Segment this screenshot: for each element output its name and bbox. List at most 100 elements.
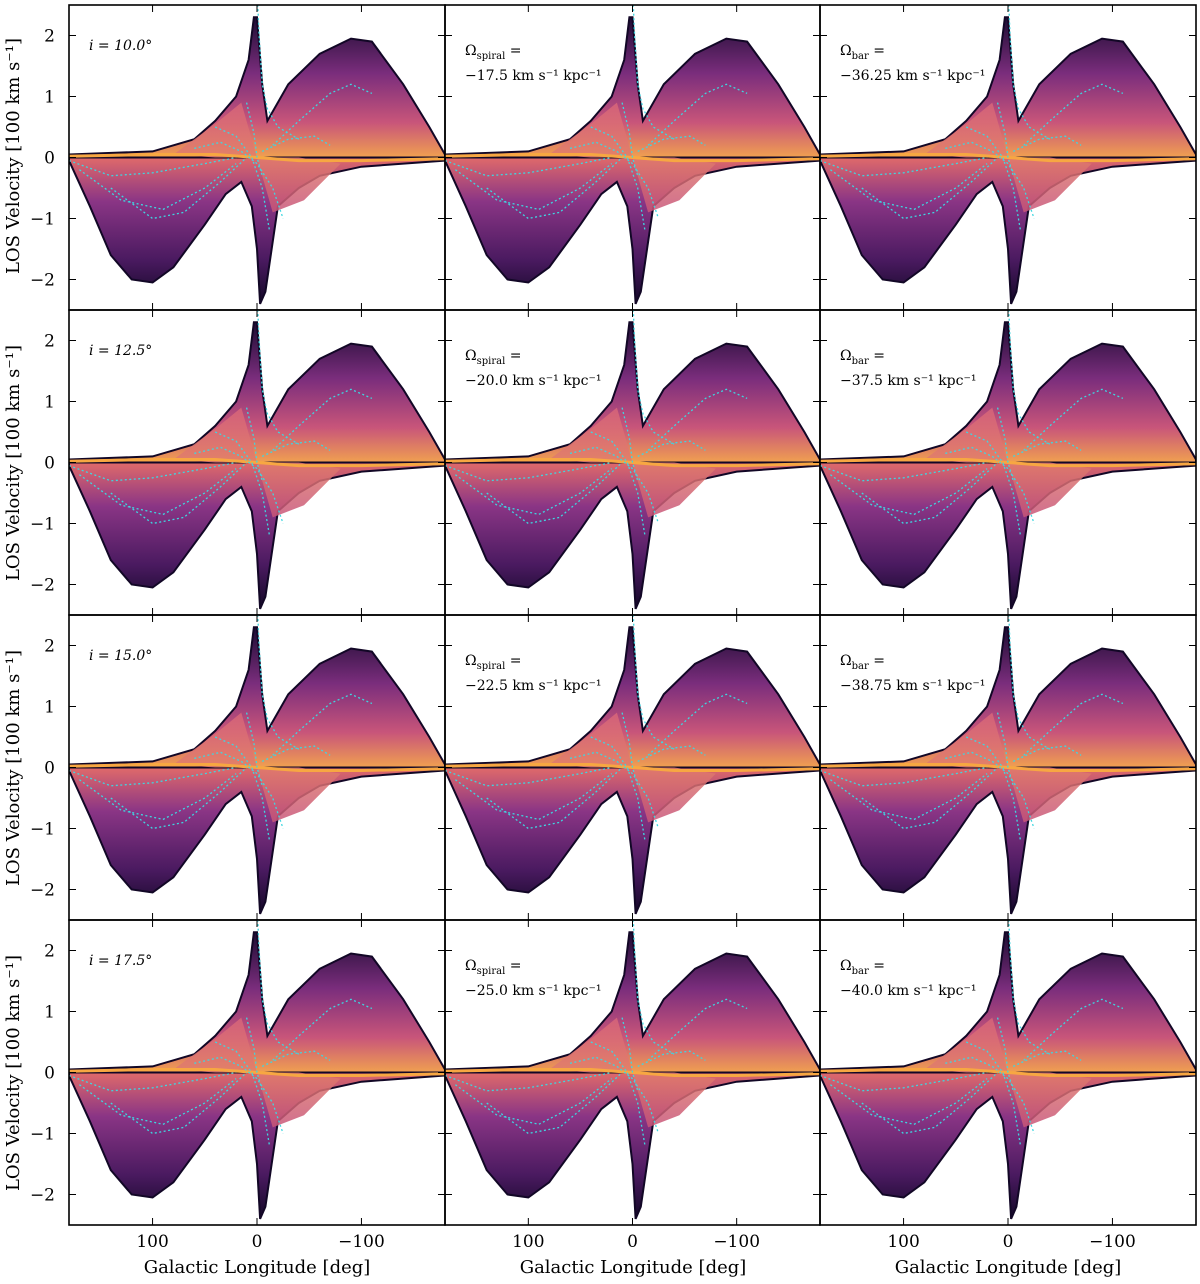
guide-curve xyxy=(455,773,613,821)
guide-curve xyxy=(455,1078,613,1125)
density-map xyxy=(820,920,1196,1220)
density-lower-lobe xyxy=(445,461,820,610)
guide-curve xyxy=(455,163,613,211)
guide-curve xyxy=(1008,5,1051,140)
spiral-pattern-speed-value: −20.0 km s⁻¹ kpc⁻¹ xyxy=(465,373,602,389)
guide-curve xyxy=(1023,998,1124,1061)
spiral-pattern-speed-label: Ωspiral = xyxy=(465,348,521,367)
density-lower-lobe xyxy=(69,1071,445,1220)
density-upper-lobe xyxy=(820,931,1196,1074)
panel: Ωspiral = −22.5 km s⁻¹ kpc⁻¹ xyxy=(444,614,821,921)
guide-curve xyxy=(272,388,373,451)
guide-curve xyxy=(1023,388,1124,451)
y-tick-label: −2 xyxy=(30,881,55,901)
x-tick-label: −100 xyxy=(1089,1232,1136,1252)
panel: Ωspiral = −17.5 km s⁻¹ kpc⁻¹ xyxy=(444,4,821,311)
guide-curve xyxy=(79,468,237,516)
guide-curve xyxy=(569,1056,660,1134)
guide-curve xyxy=(261,135,331,152)
guide-curve xyxy=(820,461,988,482)
x-tick-label: −100 xyxy=(713,1232,760,1252)
bar-pattern-speed-value: −36.25 km s⁻¹ kpc⁻¹ xyxy=(840,68,985,84)
guide-curve xyxy=(830,163,988,211)
guide-curve xyxy=(257,5,300,140)
panel: Ωbar = −36.25 km s⁻¹ kpc⁻¹ xyxy=(819,4,1197,311)
guide-curve xyxy=(569,141,660,219)
guide-curve xyxy=(590,736,646,841)
y-tick-label: −1 xyxy=(30,210,55,230)
x-axis-label: Galactic Longitude [deg] xyxy=(520,1257,747,1278)
inclination-label: i = 12.5° xyxy=(89,343,152,359)
y-tick-label: 2 xyxy=(44,637,55,657)
panel: 2 1 0 −1 −2 i = 10.0° xyxy=(30,4,446,311)
x-tick-label: 0 xyxy=(627,1232,638,1252)
spiral-pattern-speed-value: −22.5 km s⁻¹ kpc⁻¹ xyxy=(465,678,602,694)
guide-curve xyxy=(632,310,675,445)
y-tick-label: −1 xyxy=(30,820,55,840)
spiral-pattern-speed-label: Ωspiral = xyxy=(465,43,521,62)
y-tick-label: 1 xyxy=(44,1003,55,1023)
guide-curve xyxy=(69,766,237,787)
density-map xyxy=(445,615,820,915)
y-axis-label: LOS Velocity [100 km s⁻¹] xyxy=(3,38,24,274)
guide-curve xyxy=(455,468,613,516)
y-tick-label: −1 xyxy=(30,1125,55,1145)
inclination-label: i = 10.0° xyxy=(89,38,152,54)
guide-curve xyxy=(1008,615,1051,750)
density-upper-lobe xyxy=(820,626,1196,769)
guide-curve xyxy=(257,310,300,445)
bar-pattern-speed-label: Ωbar = xyxy=(840,348,885,367)
density-upper-lobe xyxy=(69,321,445,464)
guide-curve xyxy=(445,766,612,787)
panel: Ωspiral = −20.0 km s⁻¹ kpc⁻¹ xyxy=(444,309,821,616)
guide-curve xyxy=(569,446,660,524)
spiral-pattern-speed-label: Ωspiral = xyxy=(465,958,521,977)
density-lower-lobe xyxy=(445,156,820,305)
guide-curve xyxy=(445,1071,612,1092)
density-lower-lobe xyxy=(820,766,1196,915)
y-tick-label: 0 xyxy=(44,1064,55,1084)
spiral-pattern-speed-value: −25.0 km s⁻¹ kpc⁻¹ xyxy=(465,983,602,999)
density-map xyxy=(69,5,445,305)
guide-curve xyxy=(194,751,284,829)
guide-curve xyxy=(261,745,331,762)
inclination-label: i = 15.0° xyxy=(89,648,152,664)
guide-curve xyxy=(1023,83,1124,146)
guide-curve xyxy=(445,461,612,482)
guide-curve xyxy=(965,431,1022,536)
density-upper-lobe xyxy=(445,931,820,1074)
density-lower-lobe xyxy=(69,766,445,915)
y-axis-label: LOS Velocity [100 km s⁻¹] xyxy=(3,345,24,581)
density-upper-lobe xyxy=(445,626,820,769)
panel: 100 0 −100 Ωspiral = −25.0 km s⁻¹ kpc⁻¹ xyxy=(444,919,821,1252)
guide-curve xyxy=(194,1056,284,1134)
bar-pattern-speed-label: Ωbar = xyxy=(840,653,885,672)
bar-pattern-speed-label: Ωbar = xyxy=(840,958,885,977)
guide-curve xyxy=(79,163,237,211)
guide-curve xyxy=(272,693,373,756)
y-tick-label: 0 xyxy=(44,454,55,474)
guide-curve xyxy=(1023,693,1124,756)
density-upper-lobe xyxy=(820,16,1196,159)
guide-curve xyxy=(632,615,675,750)
density-upper-lobe xyxy=(69,626,445,769)
guide-curve xyxy=(69,1071,237,1092)
x-axis-label: Galactic Longitude [deg] xyxy=(895,1257,1122,1278)
density-lower-lobe xyxy=(445,1071,820,1220)
guide-curve xyxy=(79,773,237,821)
guide-curve xyxy=(445,156,612,177)
density-map xyxy=(445,5,820,305)
bar-pattern-speed-label: Ωbar = xyxy=(840,43,885,62)
bar-pattern-speed-value: −37.5 km s⁻¹ kpc⁻¹ xyxy=(840,373,977,389)
guide-curve xyxy=(965,736,1022,841)
x-tick-label: −100 xyxy=(338,1232,385,1252)
y-tick-label: 2 xyxy=(44,27,55,47)
guide-curve xyxy=(945,751,1035,829)
guide-curve xyxy=(647,388,748,451)
y-axis-label: LOS Velocity [100 km s⁻¹] xyxy=(3,650,24,886)
guide-curve xyxy=(1012,1050,1082,1067)
guide-curve xyxy=(945,446,1035,524)
y-tick-label: −2 xyxy=(30,271,55,291)
density-lower-lobe xyxy=(820,461,1196,610)
